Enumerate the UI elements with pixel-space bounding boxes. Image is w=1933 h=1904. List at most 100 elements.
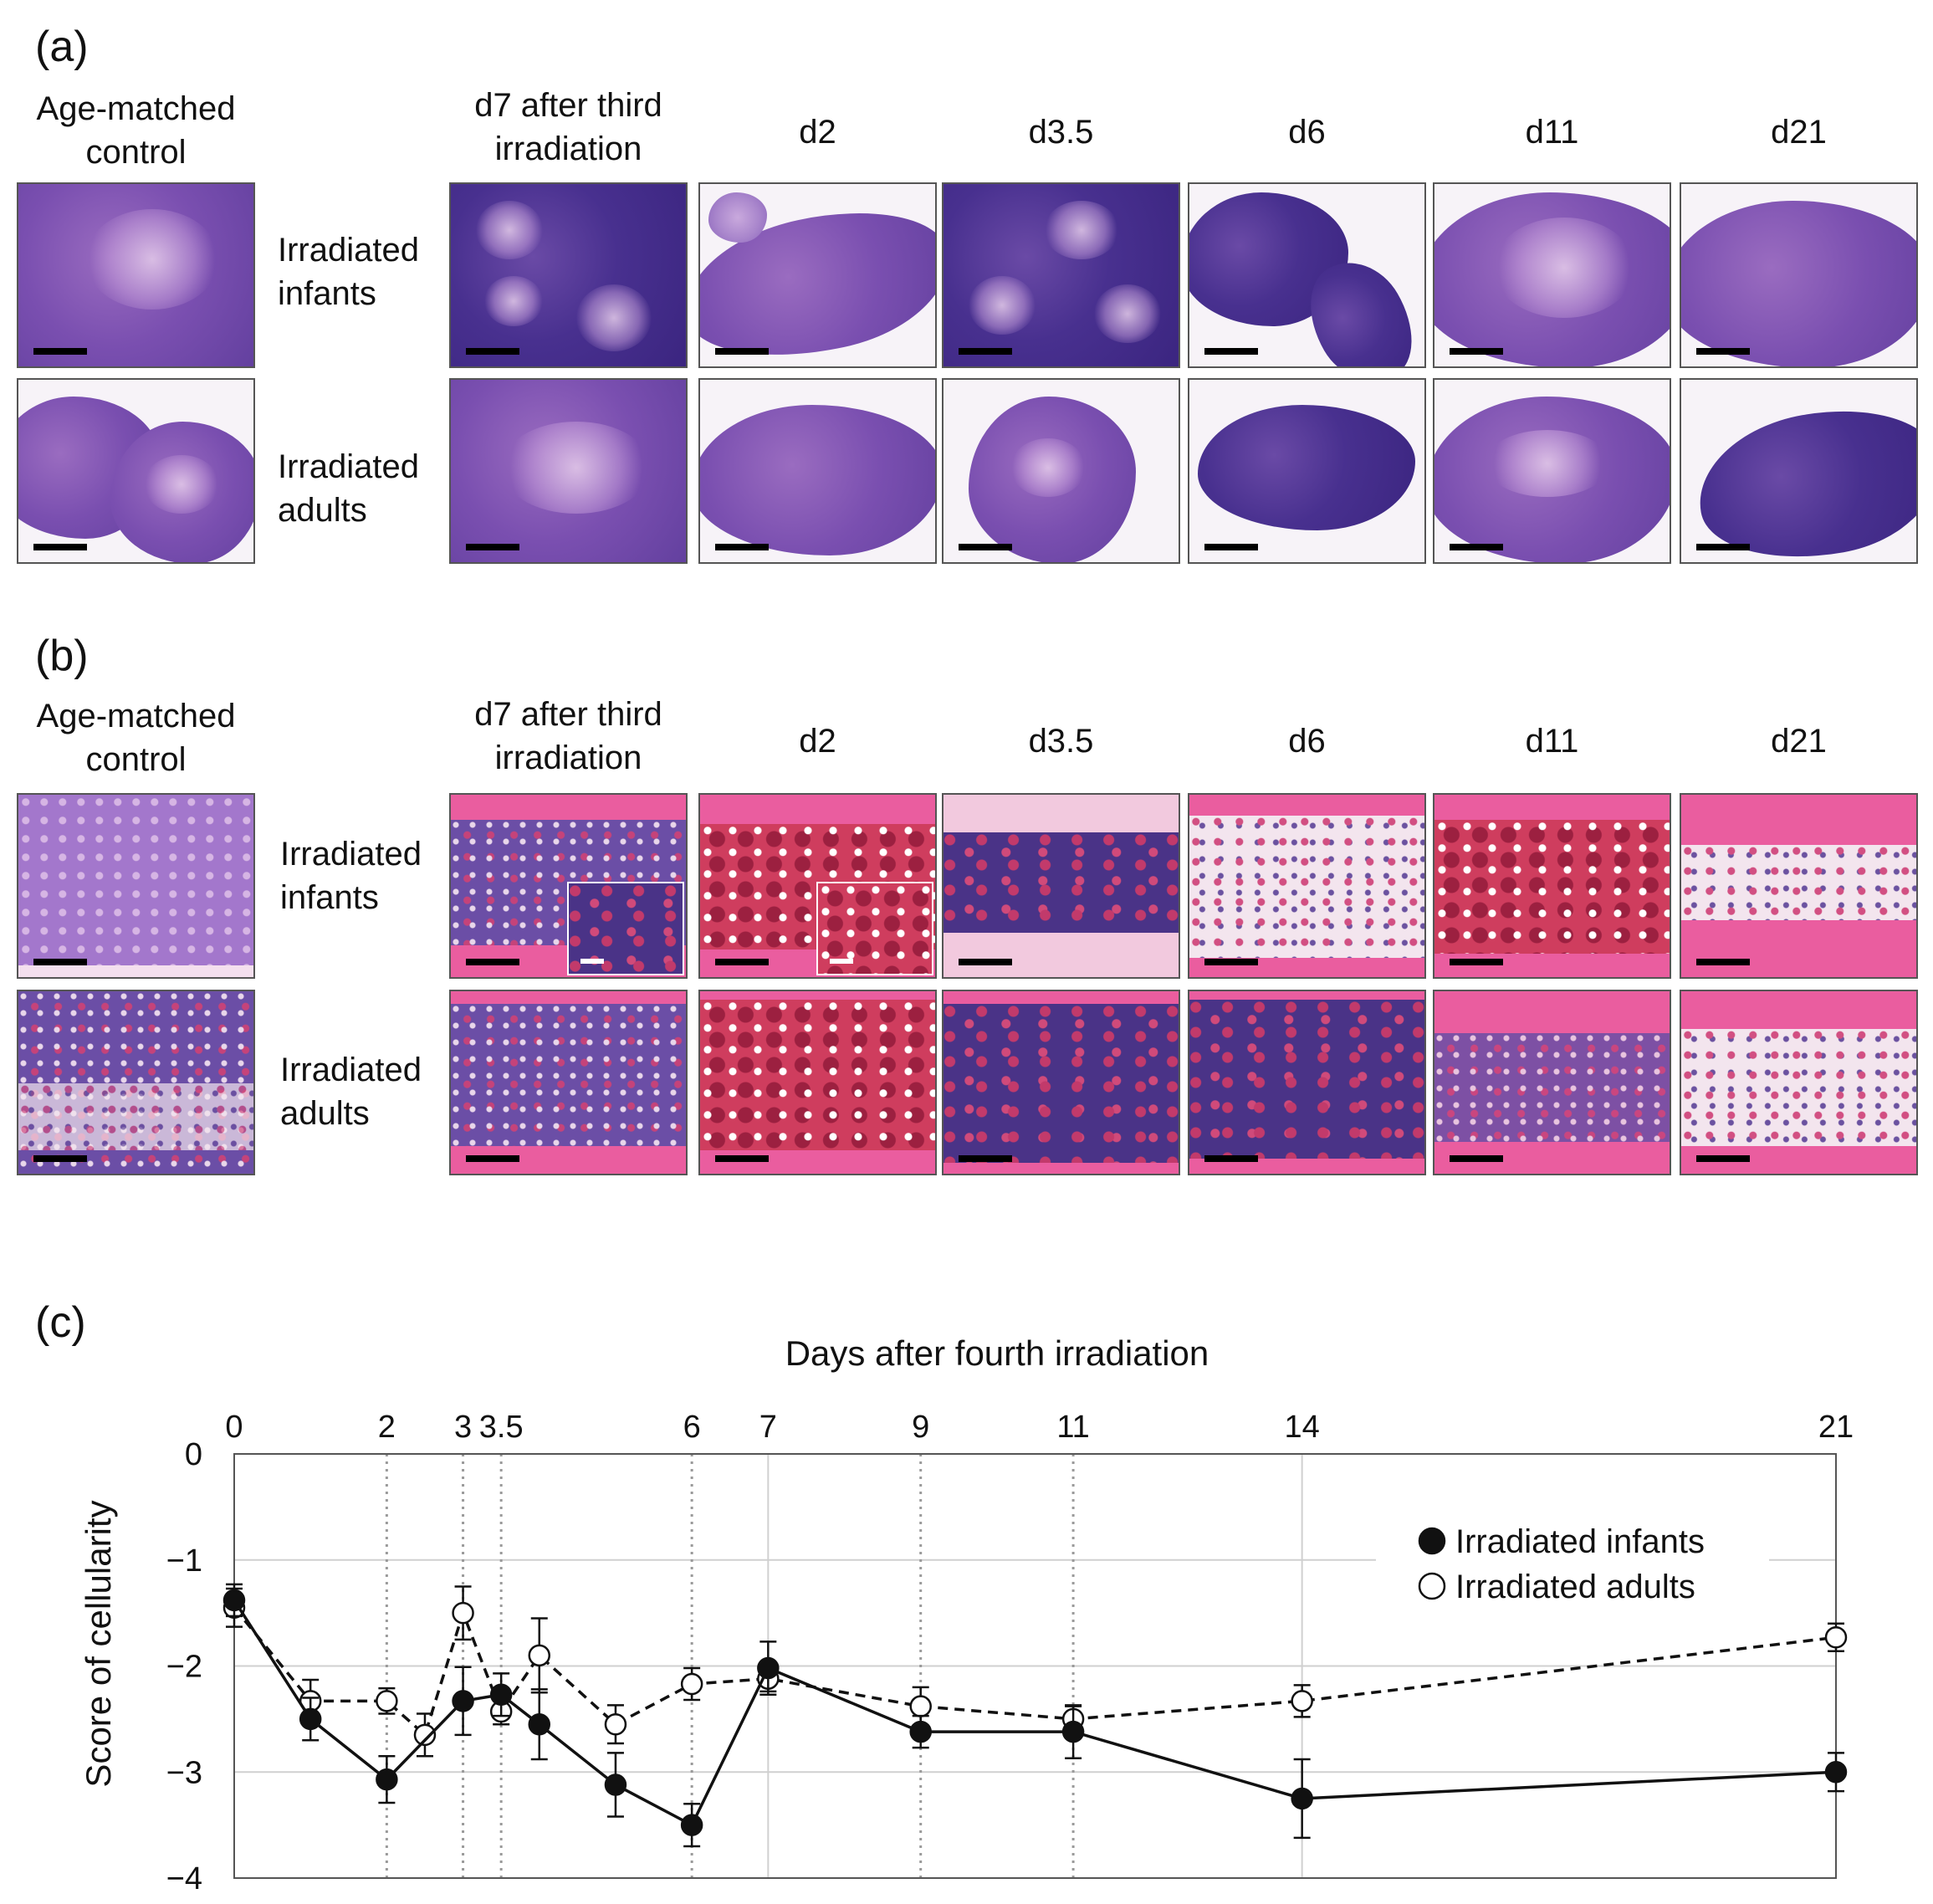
- spleen-adult-d3.5-tile: [942, 378, 1180, 564]
- scale-bar: [1450, 959, 1503, 965]
- scale-bar: [715, 544, 769, 550]
- x-tick-label: 14: [1285, 1410, 1320, 1445]
- y-axis-title: Score of cellularity: [79, 1500, 118, 1787]
- scale-bar: [715, 348, 769, 355]
- scale-bar: [1204, 544, 1258, 550]
- inset-scale-bar: [830, 959, 853, 964]
- series-line: [233, 1599, 1837, 1828]
- scale-bar: [1204, 959, 1258, 965]
- x-tick-label: 0: [225, 1410, 243, 1445]
- x-tick-label: 9: [912, 1410, 929, 1445]
- legend-marker: [1418, 1527, 1446, 1555]
- x-tick-label: 3: [454, 1410, 472, 1445]
- marrow-adult-d7-tile: [449, 990, 688, 1175]
- x-tick-label: 11: [1056, 1410, 1089, 1445]
- y-tick-labels: 0 −1 −2 −3 −4: [166, 1437, 202, 1896]
- series-line: [233, 1606, 1837, 1738]
- data-point: [528, 1644, 551, 1667]
- spleen-infant-d2-tile: [698, 182, 937, 368]
- panel-b-heading-d21: d21: [1771, 723, 1827, 760]
- legend-label: Irradiated adults: [1455, 1569, 1695, 1605]
- panel-b-heading-d7: d7 after third irradiation: [474, 696, 662, 776]
- scale-bar: [1696, 1155, 1750, 1162]
- y-tick-label: 0: [185, 1437, 202, 1472]
- legend-marker: [1418, 1572, 1446, 1600]
- data-point: [757, 1656, 780, 1680]
- panel-a-label: (a): [35, 23, 89, 71]
- marrow-adult-d21-tile: [1680, 990, 1918, 1175]
- data-point: [604, 1773, 627, 1796]
- data-point: [680, 1672, 703, 1696]
- x-tick-label: 7: [759, 1410, 777, 1445]
- marrow-infant-d21-tile: [1680, 793, 1918, 979]
- scale-bar: [1450, 544, 1503, 550]
- scale-bar: [33, 1155, 87, 1162]
- panel-b-heading-d6: d6: [1288, 723, 1326, 760]
- panel-b-heading-d3.5: d3.5: [1028, 723, 1094, 760]
- panel-b-control-heading: Age-matched control: [36, 698, 236, 778]
- marrow-adult-d11-tile: [1433, 990, 1671, 1175]
- scale-bar: [1696, 959, 1750, 965]
- data-point: [680, 1814, 703, 1836]
- marrow-infant-d6-tile: [1188, 793, 1426, 979]
- scale-bar: [466, 1155, 519, 1162]
- cellularity-chart: (c) Days after fourth irradiation Score …: [35, 1298, 1854, 1896]
- scale-bar: [959, 1155, 1012, 1162]
- x-tick-label: 2: [378, 1410, 396, 1445]
- spleen-infant-d11-tile: [1433, 182, 1671, 368]
- data-point: [489, 1683, 513, 1706]
- panel-b-heading-d11: d11: [1525, 723, 1579, 760]
- scale-bar: [33, 348, 87, 355]
- spleen-adult-d6-tile: [1188, 378, 1426, 564]
- scale-bar: [33, 959, 87, 965]
- x-tick-label: 6: [683, 1410, 701, 1445]
- data-point: [222, 1589, 246, 1612]
- data-point: [376, 1690, 398, 1712]
- plot-frame: [233, 1453, 1837, 1879]
- data-point: [299, 1707, 322, 1731]
- scale-bar: [1204, 1155, 1258, 1162]
- spleen-infant-d21-tile: [1680, 182, 1918, 368]
- marrow-control-infant-tile: [17, 793, 255, 979]
- series-infants: [222, 1583, 1848, 1848]
- marrow-infant-d11-tile: [1433, 793, 1671, 979]
- scale-bar: [1450, 1155, 1503, 1162]
- scale-bar: [1204, 348, 1258, 355]
- data-point: [909, 1695, 932, 1717]
- x-axis-title: Days after fourth irradiation: [785, 1333, 1209, 1373]
- x-tick-label: 3.5: [479, 1410, 524, 1445]
- marrow-infant-d3.5-tile: [942, 793, 1180, 979]
- spleen-infant-d7-tile: [449, 182, 688, 368]
- data-point: [604, 1712, 627, 1736]
- data-point: [452, 1690, 474, 1712]
- panel-b-row-adults: Irradiated adults: [280, 1052, 422, 1132]
- scale-bar: [1450, 348, 1503, 355]
- x-tick-label: 21: [1818, 1410, 1854, 1445]
- marrow-infant-d2-inset: [816, 882, 933, 975]
- inset-scale-bar: [580, 959, 604, 964]
- marrow-adult-d2-tile: [698, 990, 937, 1175]
- panel-a-heading-d21: d21: [1771, 114, 1827, 151]
- marrow-adult-d6-tile: [1188, 990, 1426, 1175]
- panel-b-row-infants: Irradiated infants: [280, 836, 422, 916]
- spleen-control-adult-tile: [17, 378, 255, 564]
- panel-a-heading-d6: d6: [1288, 114, 1326, 151]
- scale-bar: [959, 959, 1012, 965]
- panel-b-heading-d2: d2: [799, 723, 836, 760]
- marrow-infant-d2-tile: [698, 793, 937, 979]
- marrow-control-adult-tile: [17, 990, 255, 1175]
- panel-a-heading-d11: d11: [1525, 114, 1579, 151]
- data-point: [1824, 1761, 1848, 1784]
- data-point: [376, 1768, 398, 1791]
- data-point: [528, 1712, 551, 1736]
- spleen-adult-d7-tile: [449, 378, 688, 564]
- y-tick-label: −2: [166, 1650, 202, 1685]
- spleen-adult-d11-tile: [1433, 378, 1671, 564]
- series: [222, 1583, 1848, 1848]
- scale-bar: [466, 959, 519, 965]
- scale-bar: [959, 348, 1012, 355]
- spleen-adult-d21-tile: [1680, 378, 1918, 564]
- data-point: [909, 1720, 932, 1743]
- scale-bar: [715, 959, 769, 965]
- scale-bar: [715, 1155, 769, 1162]
